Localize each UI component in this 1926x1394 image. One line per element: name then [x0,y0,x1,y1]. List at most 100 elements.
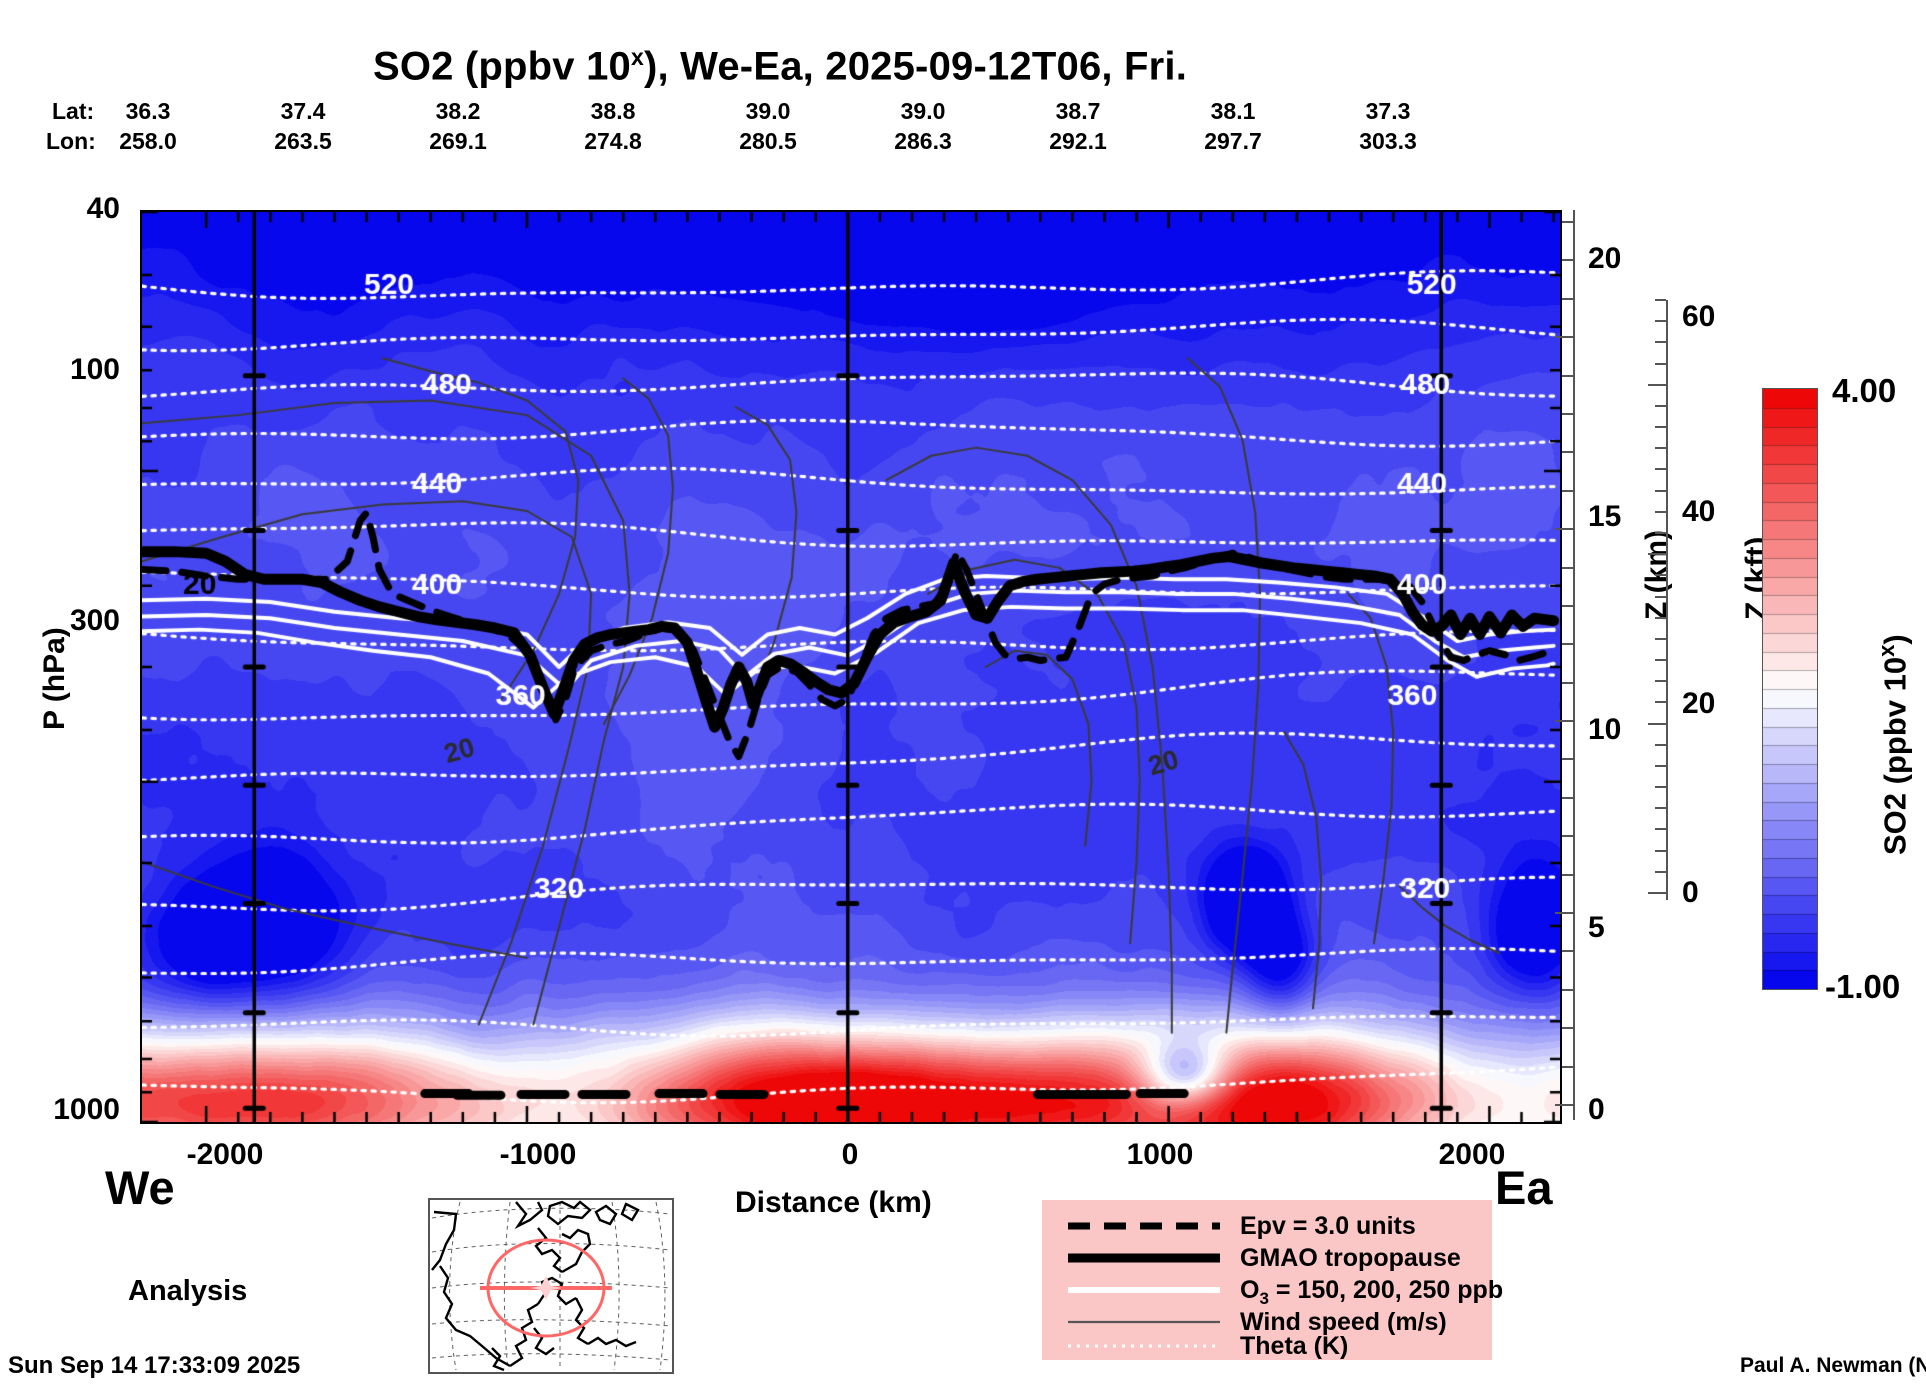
zkft-tick [1655,299,1666,301]
zkm-tick [1562,412,1573,415]
zkft-tick [1655,426,1666,429]
zkft-tick [1655,447,1666,450]
zkm-tick [1562,950,1573,953]
zkm-tick [1562,796,1573,799]
analysis-label: Analysis [128,1275,248,1307]
zkft-tick [1655,870,1666,873]
zkft-tick-40: 40 [1682,495,1716,528]
lon-label: Lon: [46,128,96,154]
lat-value: 38.1 [1210,98,1256,124]
zkm-tick [1562,451,1573,454]
zkm-tick [1562,566,1573,569]
y-axis-tick-40: 40 [86,192,120,225]
y-axis-tick-1000: 1000 [53,1093,120,1126]
y-axis-tick-100: 100 [69,353,120,386]
zkft-tick [1655,701,1666,704]
zkft-tick [1655,531,1666,534]
lat-value: 36.3 [125,98,171,124]
zkft-tick [1655,849,1666,852]
zkft-tick [1655,828,1666,831]
zkft-tick [1655,362,1666,365]
zkm-tick [1562,1027,1573,1030]
zkft-tick [1655,404,1666,407]
zkft-tick [1655,764,1666,767]
zkm-tick [1562,297,1573,300]
zkft-tick-60: 60 [1682,300,1716,333]
lon-value: 263.5 [274,128,332,154]
zkm-tick [1555,720,1573,723]
zkm-tick [1555,336,1573,339]
legend-label-ozone: O3 = 150, 200, 250 ppb [1240,1276,1504,1308]
lat-value: 38.2 [435,98,481,124]
zkft-tick [1655,489,1666,492]
zkft-tick [1648,722,1666,725]
zkft-tick [1655,616,1666,619]
center-marker [530,1276,562,1300]
zkft-tick [1655,510,1666,513]
lat-value: 39.0 [745,98,791,124]
colorbar-gradient [1763,389,1817,989]
zkft-tick [1648,553,1666,556]
legend-item-tropopause: GMAO tropopause [1042,1242,1492,1274]
zkm-tick [1562,489,1573,492]
location-inset-map[interactable] [428,1198,674,1374]
zkm-tick-20: 20 [1588,242,1622,275]
zkft-tick-20: 20 [1682,687,1716,720]
lat-value: 37.4 [280,98,326,124]
zkm-tick [1555,528,1573,531]
zkm-tick [1562,988,1573,991]
zkm-tick [1562,643,1573,646]
legend-label-tropopause: GMAO tropopause [1240,1244,1461,1272]
x-axis-tick--2000: -2000 [186,1138,264,1171]
zkm-tick [1562,374,1573,377]
east-endpoint-label: Ea [1495,1161,1553,1214]
legend-item-wind: Wind speed (m/s) [1042,1306,1492,1338]
zkm-tick [1562,1065,1573,1068]
lat-value: 38.7 [1055,98,1101,124]
z-kft-axis [1666,300,1668,900]
zkm-tick [1562,758,1573,761]
zkft-tick [1655,743,1666,746]
zkft-tick [1655,680,1666,683]
page-title: SO2 (ppbv 10x), We-Ea, 2025-09-12T06, Fr… [0,44,1560,89]
zkm-tick [1562,259,1573,262]
zkft-tick [1655,595,1666,598]
zkm-tick-10: 10 [1588,713,1622,746]
x-axis-tick--1000: -1000 [499,1138,577,1171]
lat-label: Lat: [52,98,95,124]
legend-item-epv: Epv = 3.0 units [1042,1210,1492,1242]
title-suffix: ), We-Ea, 2025-09-12T06, Fri. [643,44,1188,89]
lon-value: 303.3 [1359,128,1417,154]
zkft-tick [1655,659,1666,662]
legend-box[interactable]: Epv = 3.0 units GMAO tropopause O3 = 150… [1042,1200,1503,1360]
legend-label-wind: Wind speed (m/s) [1240,1308,1447,1336]
legend-label-epv: Epv = 3.0 units [1240,1212,1416,1240]
zkm-tick [1562,221,1573,223]
title-prefix: SO2 (ppbv 10 [372,44,631,89]
title-exponent: x [630,44,644,70]
thin-line-icon [1068,1320,1220,1324]
lat-value: 37.3 [1365,98,1411,124]
cross-section-plot[interactable] [140,210,1562,1124]
lon-value: 258.0 [119,128,177,154]
zkft-tick [1648,383,1666,386]
dashed-line-icon [1068,1222,1220,1230]
legend-label-theta: Theta (K) [1240,1332,1349,1360]
lon-value: 280.5 [739,128,797,154]
lon-value: 269.1 [429,128,487,154]
zkft-tick [1655,786,1666,789]
colorbar[interactable] [1762,388,1818,990]
lat-value: 39.0 [900,98,946,124]
colorbar-min-label: -1.00 [1825,968,1901,1005]
x-axis-tick-0: 0 [841,1138,859,1171]
z-km-axis [1573,210,1575,1120]
zkm-tick [1562,604,1573,607]
x-axis-tick-1000: 1000 [1126,1138,1194,1171]
longitude-row: Lon: 258.0 263.5 269.1 274.8 280.5 286.3… [0,128,1926,156]
dotted-white-line-icon [1068,1344,1220,1348]
x-axis-tick-2000: 2000 [1438,1138,1506,1171]
zkft-tick [1655,574,1666,577]
zkm-tick-5: 5 [1588,911,1605,944]
lon-value: 297.7 [1204,128,1262,154]
lon-value: 286.3 [894,128,952,154]
